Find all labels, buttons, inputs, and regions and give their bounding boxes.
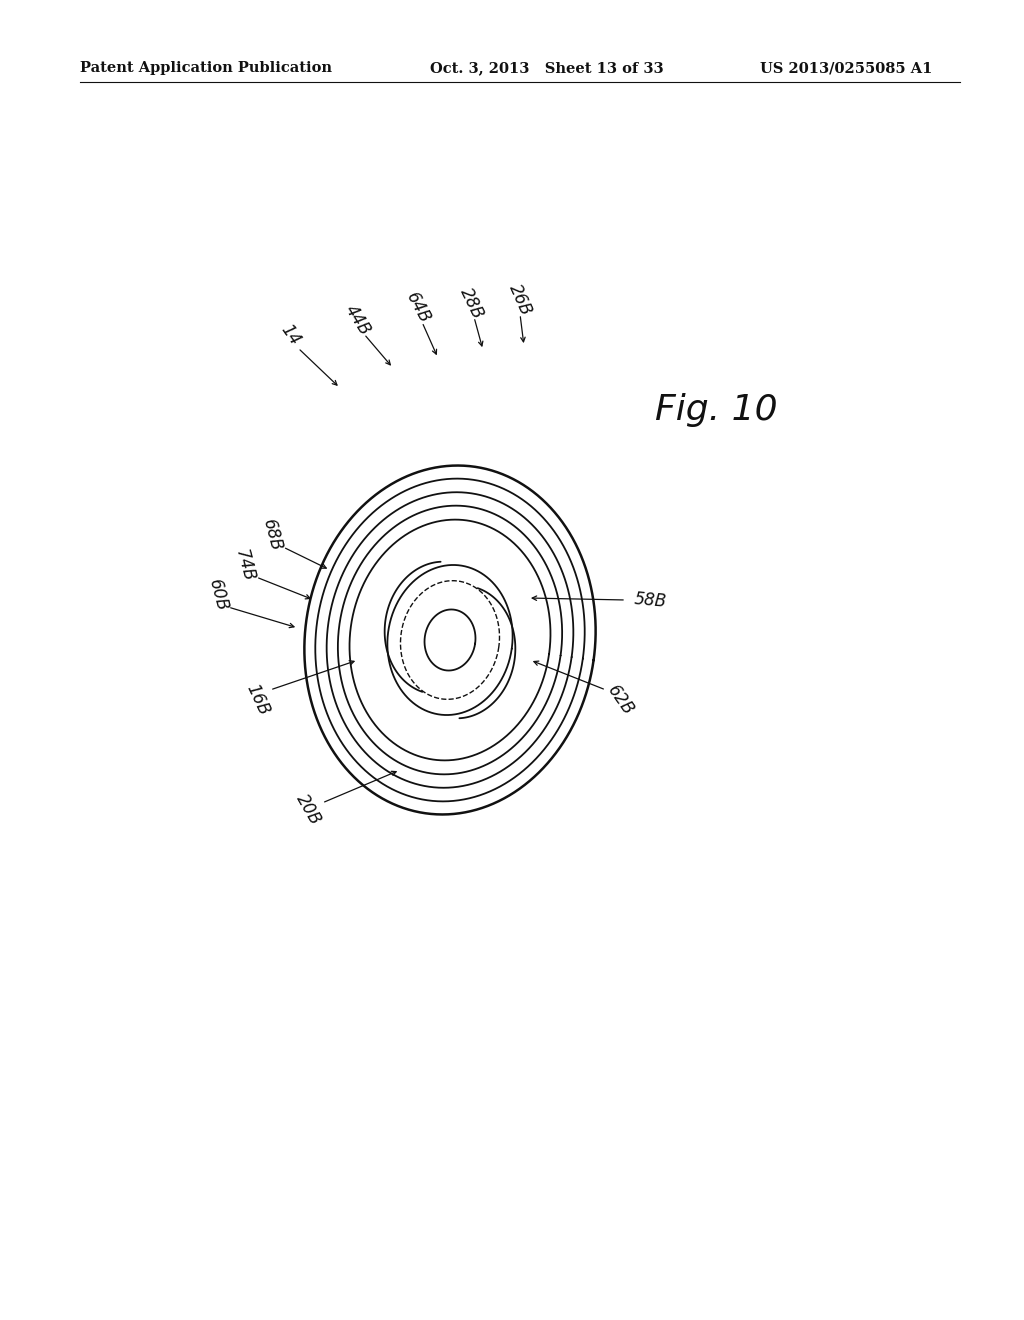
- Text: Oct. 3, 2013   Sheet 13 of 33: Oct. 3, 2013 Sheet 13 of 33: [430, 61, 664, 75]
- Text: US 2013/0255085 A1: US 2013/0255085 A1: [760, 61, 933, 75]
- Text: 74B: 74B: [232, 546, 258, 583]
- Text: 28B: 28B: [457, 284, 487, 322]
- Text: 44B: 44B: [342, 301, 375, 339]
- Text: 58B: 58B: [633, 590, 667, 610]
- Text: 14: 14: [276, 321, 303, 348]
- Text: 20B: 20B: [292, 792, 324, 829]
- Text: 26B: 26B: [505, 281, 535, 318]
- Text: Patent Application Publication: Patent Application Publication: [80, 61, 332, 75]
- Text: Fig. 10: Fig. 10: [655, 393, 777, 426]
- Text: 64B: 64B: [402, 289, 433, 326]
- Text: 16B: 16B: [243, 681, 273, 718]
- Text: 62B: 62B: [603, 681, 637, 718]
- Text: 60B: 60B: [205, 577, 231, 612]
- Text: 68B: 68B: [259, 517, 285, 553]
